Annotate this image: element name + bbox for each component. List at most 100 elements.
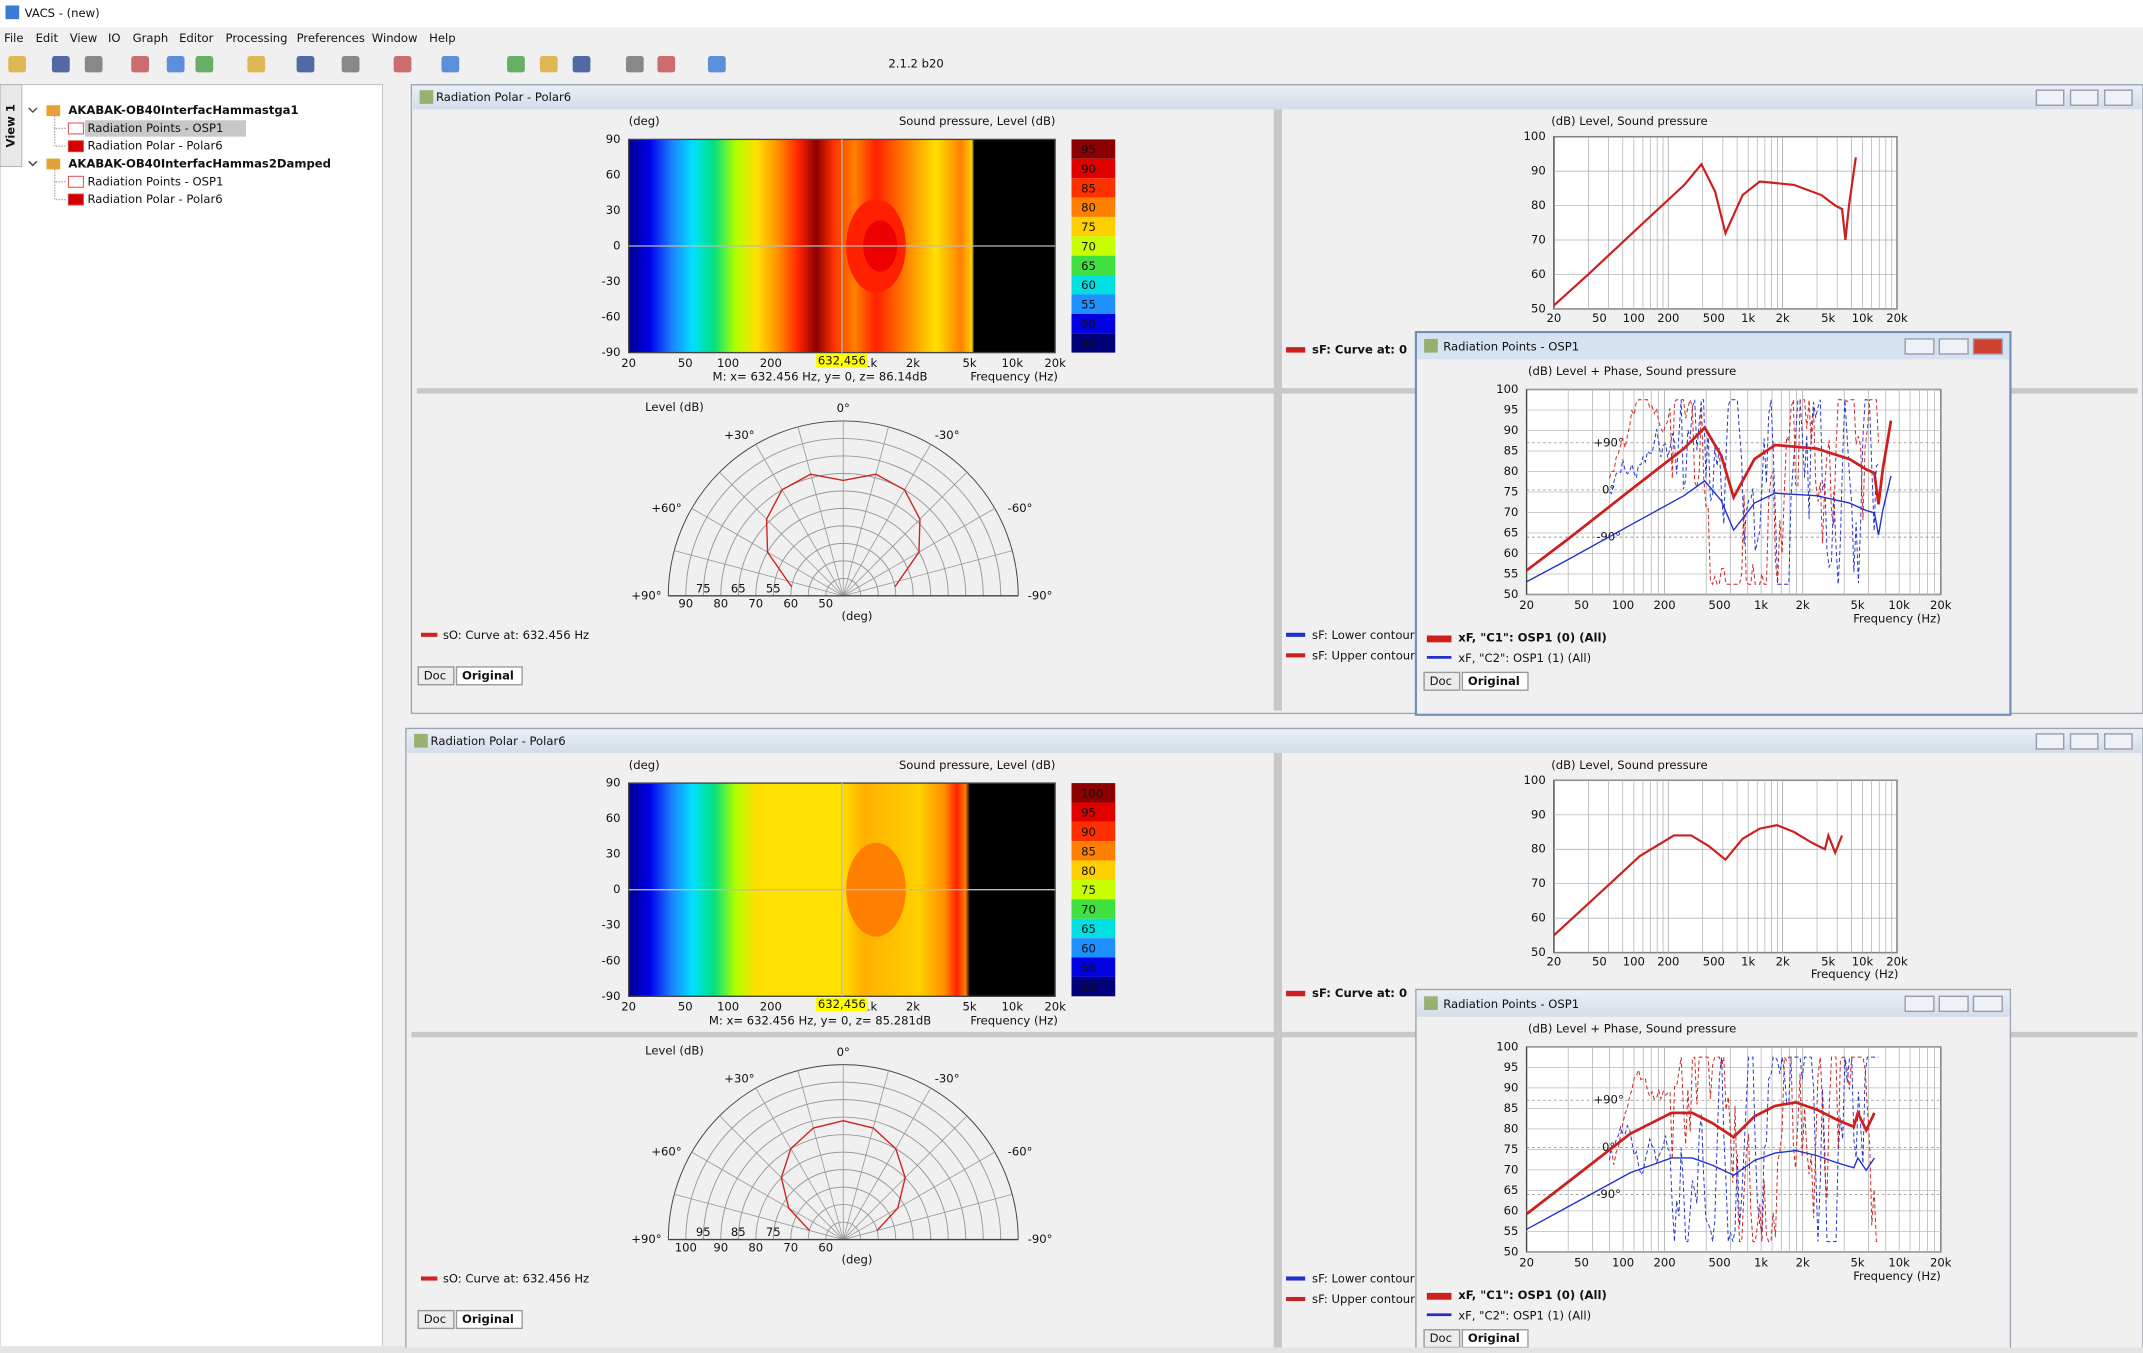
splitter[interactable] (416, 388, 2138, 394)
side-tab[interactable] (0, 84, 23, 168)
toolbar-button[interactable] (8, 56, 26, 73)
menu-item[interactable]: Window (372, 31, 418, 45)
window-button[interactable] (1938, 338, 1969, 355)
toolbar-button[interactable] (507, 56, 525, 73)
tab-label[interactable]: Doc (424, 668, 446, 682)
polar-ring-label: 55 (766, 582, 781, 596)
y-tick-label: 50 (1504, 587, 1519, 601)
polar-angle-label: -60° (1008, 501, 1033, 515)
toolbar-button[interactable] (247, 56, 266, 73)
tree-node[interactable]: Radiation Points - OSP1 (88, 121, 224, 135)
colorbar-cell (1071, 197, 1116, 217)
tree-node[interactable]: Radiation Polar - Polar6 (88, 139, 223, 153)
menu-item[interactable]: Edit (36, 31, 59, 45)
window-button[interactable] (2035, 89, 2065, 106)
tab-label[interactable]: Original (1468, 1331, 1520, 1345)
x-tick-label: 5k (962, 356, 976, 370)
axis-label: Frequency (Hz) (970, 370, 1058, 384)
x-tick-label: 100 (717, 1000, 739, 1014)
tab-label[interactable]: Original (462, 1312, 514, 1326)
menu-item[interactable]: IO (108, 31, 121, 45)
tab[interactable] (417, 666, 455, 686)
polar-spoke (843, 550, 1013, 597)
toolbar-button[interactable] (84, 56, 103, 73)
splitter[interactable] (1273, 109, 1282, 711)
window-button[interactable] (1904, 995, 1935, 1013)
menu-item[interactable]: Editor (179, 31, 214, 45)
toolbar-button[interactable] (51, 56, 70, 73)
y-tick-label: 80 (1531, 842, 1546, 856)
toolbar-button[interactable] (393, 56, 412, 73)
x-tick-label: 50 (1574, 598, 1589, 612)
toolbar-button[interactable] (166, 56, 185, 73)
tab-label[interactable]: Original (1468, 674, 1520, 688)
toolbar-button[interactable] (539, 56, 558, 73)
plot-title: (dB) Level, Sound pressure (1551, 114, 1708, 128)
toolbar-button[interactable] (625, 56, 644, 73)
y-tick-label: 50 (1504, 1244, 1519, 1258)
menu-item[interactable]: Processing (226, 31, 288, 45)
menu-item[interactable]: File (4, 31, 23, 45)
window-button[interactable] (2104, 89, 2133, 106)
polar-ring-label: 70 (748, 597, 763, 611)
tree-node[interactable]: AKABAK-OB40InterfacHammas2Damped (68, 157, 331, 171)
tab[interactable] (1461, 671, 1529, 691)
tree-icon (67, 175, 84, 188)
polar-angle-label: +30° (724, 428, 754, 442)
window-button[interactable] (2104, 733, 2133, 750)
window-title: Radiation Points - OSP1 (1443, 340, 1579, 354)
x-tick-label: 10k (1002, 1000, 1024, 1014)
y-tick-label: 70 (1531, 232, 1546, 246)
menu-item[interactable]: Preferences (297, 31, 365, 45)
colorbar-label: 60 (1081, 278, 1096, 292)
toolbar-button[interactable] (131, 56, 149, 73)
tab[interactable] (455, 666, 523, 686)
polar-ring-label: 75 (766, 1225, 781, 1239)
window-button[interactable] (1972, 338, 2003, 355)
tree-node[interactable]: Radiation Points - OSP1 (88, 174, 224, 188)
x-tick-label: 10k (1852, 955, 1874, 969)
colorbar-cell (1071, 976, 1116, 997)
window-button[interactable] (2035, 733, 2065, 750)
tab-label[interactable]: Doc (1430, 1331, 1452, 1345)
colorbar-cell (1071, 899, 1116, 919)
tab[interactable] (1423, 671, 1461, 691)
polar-spoke (842, 1087, 932, 1240)
menu-item[interactable]: View (70, 31, 98, 45)
tree-node[interactable]: Radiation Polar - Polar6 (88, 192, 223, 206)
phase-curve (1609, 1055, 1879, 1243)
window-title: VACS - (new) (25, 6, 100, 20)
window-button[interactable] (1938, 995, 1969, 1013)
tab[interactable] (1423, 1329, 1461, 1348)
menu-item[interactable]: Help (429, 31, 455, 45)
splitter[interactable] (1273, 753, 1282, 1353)
legend-swatch (1286, 653, 1306, 658)
splitter[interactable] (411, 1031, 2138, 1038)
tree-node[interactable]: AKABAK-OB40InterfacHammastga1 (68, 103, 298, 117)
window-button[interactable] (1904, 338, 1935, 355)
toolbar-button[interactable] (572, 56, 591, 73)
toolbar-button[interactable] (341, 56, 360, 73)
tab[interactable] (417, 1309, 455, 1330)
tab[interactable] (1461, 1329, 1529, 1348)
tab-label[interactable]: Doc (1430, 674, 1452, 688)
polar-spoke (755, 444, 844, 597)
toolbar-button[interactable] (657, 56, 676, 73)
window-button[interactable] (2069, 89, 2099, 106)
toolbar-button[interactable] (707, 56, 726, 73)
toolbar-button[interactable] (296, 56, 315, 73)
tab-label[interactable]: Original (462, 668, 514, 682)
tab-label[interactable]: Doc (424, 1312, 446, 1326)
colorbar-label: 100 (1081, 786, 1103, 800)
y-tick-label: 60 (606, 167, 621, 181)
window-button[interactable] (1972, 995, 2003, 1013)
window-button[interactable] (2069, 733, 2099, 750)
toolbar-button[interactable] (441, 56, 460, 73)
toolbar-button[interactable] (195, 56, 214, 73)
y-tick-label: 90 (1504, 1080, 1519, 1094)
side-tab-label[interactable]: View 1 (3, 104, 17, 147)
tab[interactable] (455, 1309, 523, 1330)
menu-item[interactable]: Graph (133, 31, 169, 45)
plot-title: Level (dB) (645, 400, 704, 414)
y-tick-label: -30 (602, 918, 621, 932)
